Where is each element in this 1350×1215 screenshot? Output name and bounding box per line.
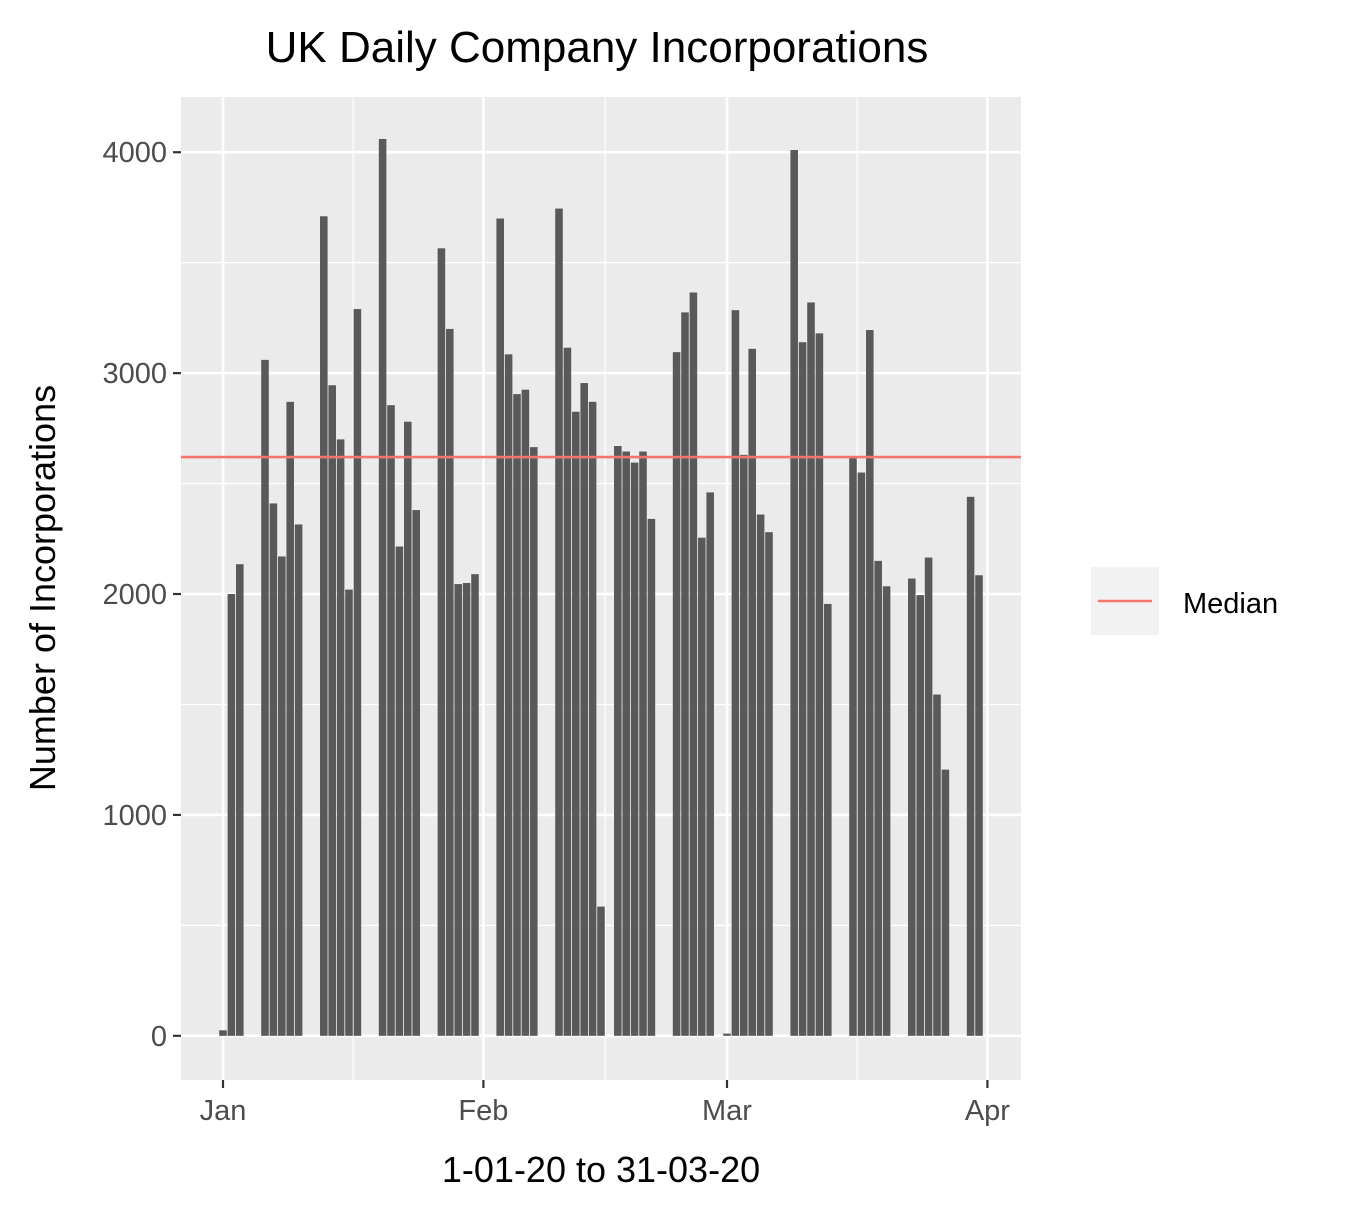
bar [471,574,479,1036]
bar [588,401,597,1036]
bar [236,564,244,1036]
bar [378,138,387,1036]
bar [530,447,538,1036]
bar [815,333,824,1036]
bar [765,532,773,1036]
x-tick-label: Apr [965,1095,1010,1127]
bar [387,405,395,1036]
bar [320,216,328,1036]
legend-label-median: Median [1183,588,1278,620]
bar [798,342,807,1036]
bar [790,150,798,1036]
legend: Median [1091,567,1278,635]
bar [647,518,656,1036]
y-tick-label: 3000 [102,358,167,390]
bar [681,312,689,1036]
bar [622,451,630,1036]
bar [706,492,714,1036]
bar [824,603,832,1036]
y-axis-title: Number of Incorporations [22,385,63,791]
bar [975,575,983,1036]
bar [454,584,462,1036]
bar [462,582,471,1036]
bar [924,557,933,1036]
bar [437,248,446,1036]
bar [555,208,563,1036]
bar [941,769,950,1036]
bar [698,537,706,1036]
bar [395,546,404,1036]
bar [345,589,353,1036]
bar [513,394,521,1036]
axes: 0 1000 2000 3000 4000 Jan Feb Mar Apr [102,137,1010,1127]
bar [504,354,513,1036]
bar [286,401,294,1036]
y-tick-label: 0 [151,1021,167,1053]
bar [404,421,412,1036]
bar [849,457,857,1036]
bar [756,514,765,1036]
bar [740,454,748,1036]
bar [580,383,588,1036]
x-tick-label: Mar [702,1095,752,1127]
y-tick-label: 1000 [102,800,167,832]
bar [521,389,530,1036]
bar [866,330,874,1036]
bar [874,560,882,1036]
bar [219,1030,227,1036]
bar [412,510,420,1036]
bar [723,1033,731,1036]
x-tick-label: Jan [200,1095,247,1127]
bar [496,218,504,1036]
bar [689,292,698,1036]
bar [278,556,286,1036]
bar [227,594,236,1036]
bar [639,451,647,1036]
bar [614,446,622,1036]
bar [446,328,454,1036]
bar [597,906,605,1036]
bar [916,595,924,1036]
chart-title: UK Daily Company Incorporations [266,23,929,72]
bar [672,352,681,1036]
bar [933,694,941,1036]
bar [882,586,891,1036]
bar [908,578,916,1036]
bar [731,310,740,1036]
bar [630,462,639,1036]
x-tick-label: Feb [458,1095,508,1127]
y-tick-label: 4000 [102,137,167,169]
bar [353,309,362,1036]
y-tick-label: 2000 [102,579,167,611]
bar [563,347,572,1036]
bar [294,524,303,1036]
bar [261,359,269,1036]
bar [269,503,278,1036]
bar [966,496,975,1036]
bar [807,302,815,1036]
bar [748,348,756,1036]
bar [336,439,345,1036]
bar [572,411,580,1036]
bars [181,138,1021,1036]
x-axis-title: 1-01-20 to 31-03-20 [442,1149,760,1190]
bar [857,472,866,1036]
bar [328,385,336,1036]
